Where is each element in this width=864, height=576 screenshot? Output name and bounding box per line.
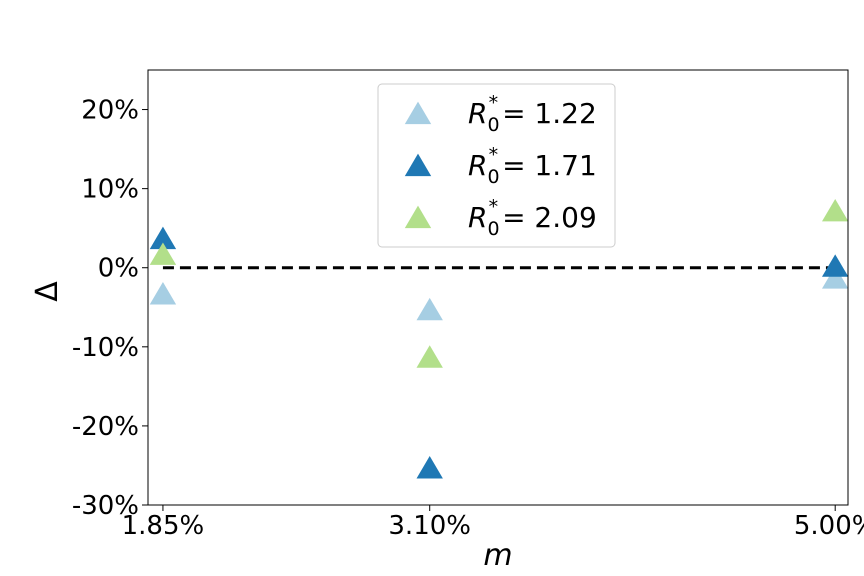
x-tick-label: 3.10% bbox=[388, 511, 471, 541]
series-1-point bbox=[150, 282, 176, 304]
series-2-point bbox=[417, 456, 443, 478]
legend-label-2: R0* = 1.71 bbox=[468, 144, 597, 188]
series-2-point bbox=[822, 254, 848, 276]
legend: R0* = 1.22 R0* = 1.71 R0* = 2.09 bbox=[378, 84, 615, 247]
x-tick-label: 5.00% bbox=[794, 511, 864, 541]
series-1-point bbox=[417, 298, 443, 320]
y-tick-label: 0% bbox=[98, 254, 139, 284]
legend-label-3: R0* = 2.09 bbox=[468, 196, 597, 240]
x-tick-label: 1.85% bbox=[122, 511, 205, 541]
y-tick-label: -10% bbox=[72, 333, 139, 363]
series-3-point bbox=[417, 345, 443, 367]
y-tick-label: 10% bbox=[81, 175, 139, 205]
y-tick-label: -20% bbox=[72, 412, 139, 442]
legend-label-1: R0* = 1.22 bbox=[468, 92, 597, 136]
series-3-point bbox=[822, 199, 848, 221]
x-axis-label: m bbox=[483, 538, 512, 573]
y-tick-label: 20% bbox=[81, 96, 139, 126]
y-axis-label: Δ bbox=[30, 281, 65, 302]
